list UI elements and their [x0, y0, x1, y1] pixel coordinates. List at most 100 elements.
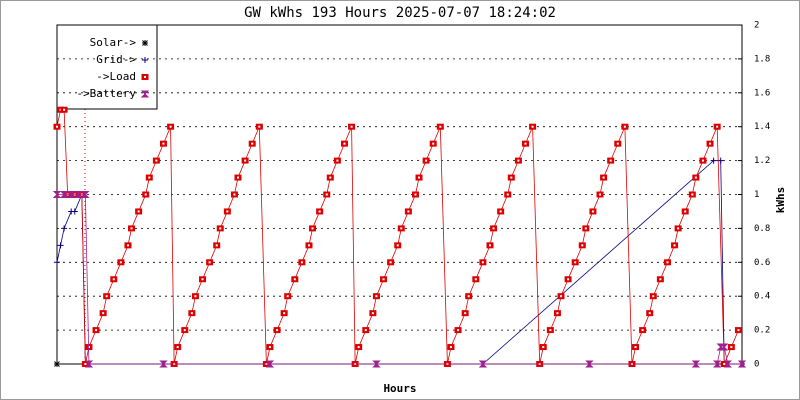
marker-dot	[293, 278, 296, 281]
marker	[234, 174, 242, 181]
marker	[74, 191, 83, 198]
marker-dot	[201, 278, 204, 281]
marker-dot	[59, 108, 62, 111]
marker-dot	[506, 193, 509, 196]
marker	[216, 225, 224, 232]
marker-dot	[300, 261, 303, 264]
marker-dot	[144, 76, 146, 78]
marker	[404, 208, 412, 215]
marker	[486, 242, 494, 249]
marker	[110, 276, 118, 283]
marker	[191, 293, 199, 300]
legend-marker	[140, 90, 150, 98]
marker	[607, 157, 615, 164]
marker	[84, 360, 94, 368]
marker-dot	[414, 193, 417, 196]
marker	[152, 157, 160, 164]
marker-dot	[542, 346, 545, 349]
marker	[600, 174, 608, 181]
marker-dot	[524, 142, 527, 145]
marker	[71, 208, 78, 215]
marker-dot	[119, 261, 122, 264]
marker-dot	[616, 142, 619, 145]
marker-dot	[396, 244, 399, 247]
marker	[553, 310, 561, 317]
marker-dot	[407, 210, 410, 213]
marker	[415, 174, 423, 181]
marker	[223, 208, 231, 215]
marker-dot	[343, 142, 346, 145]
marker-dot	[591, 210, 594, 213]
marker-dot	[418, 176, 421, 179]
y-tick-label: 1	[754, 190, 759, 200]
marker-dot	[716, 125, 719, 128]
marker	[507, 174, 515, 181]
marker	[564, 276, 572, 283]
marker-dot	[251, 142, 254, 145]
marker	[206, 259, 214, 266]
marker-dot	[283, 312, 286, 315]
chart-title: GW kWhs 193 Hours 2025-07-07 18:24:02	[244, 5, 556, 21]
marker	[490, 225, 498, 232]
marker	[265, 360, 275, 368]
y-tick-label: 0.4	[754, 292, 770, 302]
marker	[53, 123, 61, 130]
marker	[656, 276, 664, 283]
marker-dot	[307, 244, 310, 247]
marker	[323, 191, 331, 198]
marker-dot	[375, 295, 378, 298]
marker	[103, 293, 111, 300]
marker	[514, 157, 522, 164]
marker-dot	[105, 295, 108, 298]
marker	[387, 259, 395, 266]
marker-dot	[559, 295, 562, 298]
marker	[167, 123, 175, 130]
marker-dot	[215, 244, 218, 247]
marker-dot	[325, 193, 328, 196]
marker	[362, 327, 370, 334]
marker-dot	[517, 159, 520, 162]
marker-dot	[489, 244, 492, 247]
legend-marker	[142, 57, 148, 63]
y-tick-label: 0.8	[754, 224, 770, 234]
marker-dot	[694, 176, 697, 179]
marker	[145, 174, 153, 181]
legend-box	[56, 24, 158, 110]
marker	[369, 310, 377, 317]
legend-marker	[141, 74, 149, 80]
marker	[213, 242, 221, 249]
marker	[632, 344, 640, 351]
marker	[380, 276, 388, 283]
marker-dot	[208, 261, 211, 264]
marker	[59, 191, 69, 198]
marker	[135, 208, 143, 215]
marker	[309, 225, 317, 232]
marker	[713, 123, 721, 130]
marker-dot	[609, 159, 612, 162]
marker-dot	[194, 295, 197, 298]
marker	[706, 140, 714, 147]
marker	[394, 242, 402, 249]
marker-dot	[691, 193, 694, 196]
marker	[461, 310, 469, 317]
marker	[348, 123, 356, 130]
marker-dot	[432, 142, 435, 145]
marker	[710, 157, 717, 164]
marker	[422, 157, 430, 164]
marker-dot	[581, 244, 584, 247]
marker-dot	[449, 346, 452, 349]
marker-dot	[677, 227, 680, 230]
marker-dot	[382, 278, 385, 281]
marker-dot	[737, 329, 740, 332]
marker	[429, 140, 437, 147]
marker-dot	[190, 312, 193, 315]
legend-marker	[142, 40, 148, 46]
marker	[333, 157, 341, 164]
marker	[142, 191, 150, 198]
marker	[621, 123, 629, 130]
y-tick-label: 0	[754, 360, 759, 370]
marker-dot	[389, 261, 392, 264]
marker	[649, 293, 657, 300]
